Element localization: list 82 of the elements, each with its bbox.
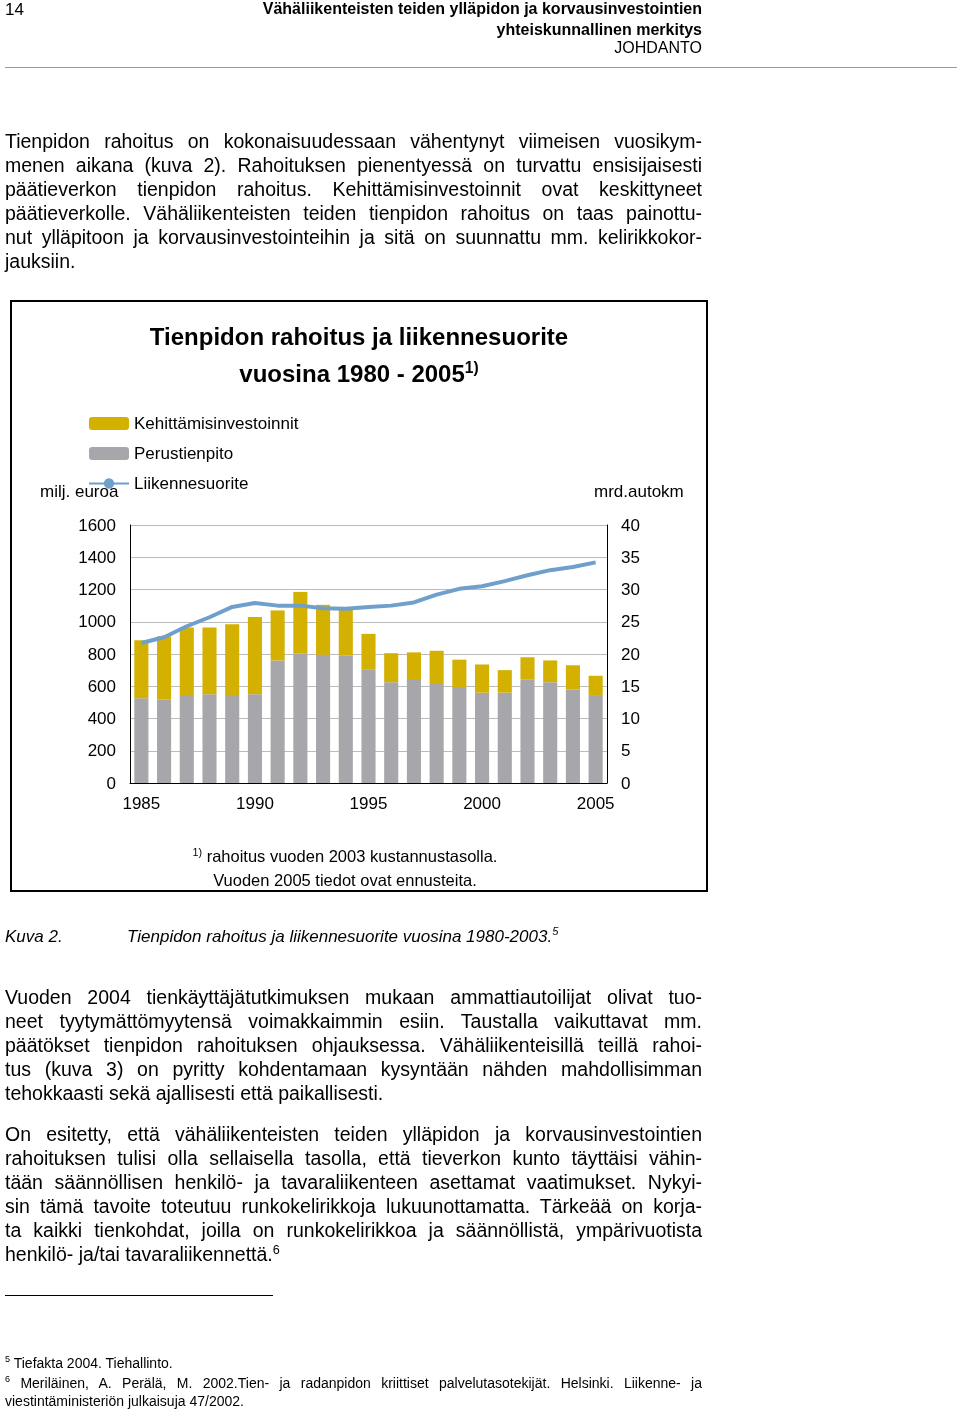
line-series [139, 560, 598, 646]
x-tick-label: 1995 [349, 794, 388, 813]
legend-label: Liikennesuorite [134, 474, 249, 493]
y2-tick-label: 25 [621, 612, 640, 632]
y-tick-label: 200 [87, 741, 116, 761]
text: Vuoden 2004 tienkäyttäjätutkimuksen mukaan ammattiautoilijat olivat tuo- neet tyytymättömyytensä voimakkaimmin esiin. Taustalla vaikuttavat mm. päätökset tienpidon rahoituksen ohjauksessa. Vähäliikenteisillä teillä rahoi- tus (kuva 3) on pyritty kohdentamaan kysyntään nähden mahdollisimman tehokkaasti sekä ajallisesti että paikallisesti. [5, 985, 702, 1105]
bar [316, 654, 331, 783]
y-tick-label: 800 [87, 644, 116, 664]
bar [406, 678, 421, 783]
bar [247, 616, 262, 695]
chart-title: Tienpidon rahoitus ja liikennesuorite vuosina 1980 - 2005$^{1)}$ [148, 322, 570, 389]
bar [565, 689, 580, 783]
y-tick-label: 1000 [78, 612, 116, 632]
bar [588, 695, 603, 783]
y-tick-label: 1200 [78, 580, 116, 599]
text: 14 [5, 0, 24, 20]
bar [338, 655, 353, 783]
y-tick-label: 600 [87, 676, 116, 696]
text: $^{5}$ Tiefakta 2004. Tiehallinto. [5, 1354, 173, 1371]
bar [565, 665, 580, 690]
bar [157, 636, 172, 700]
bar [520, 657, 535, 680]
bar [270, 660, 285, 783]
bar [384, 653, 399, 683]
text: Vähäliikenteisten teiden ylläpidon ja korvausinvestointien yhteiskunnallinen merkitys [262, 0, 702, 40]
bar [384, 682, 399, 783]
text: $^{1)}$ rahoitus vuoden 2003 kustannustasolla. Vuoden 2005 tiedot ovat ennusteita. [191, 844, 499, 891]
text: $^{6}$ Meriläinen, A. Perälä, M. 2002.Tien- ja radanpidon kriittiset palvelutasotekijät. Helsinki. Liikenne- ja viestintäministeriön julkaisuja 47/2002. [5, 1374, 702, 1410]
bar [543, 682, 558, 783]
bar [225, 624, 240, 696]
bar [429, 683, 444, 783]
bar [134, 698, 149, 783]
y2-tick-label: 5 [621, 741, 631, 761]
y2-tick-label: 10 [621, 709, 640, 728]
y2-axis-title: mrd.autokm [594, 482, 684, 502]
bar [361, 633, 376, 670]
y2-tick-label: 20 [621, 644, 640, 664]
y2-tick-label: 15 [621, 676, 640, 696]
bar [429, 650, 444, 684]
bar [179, 695, 194, 783]
x-tick-label: 1990 [236, 794, 274, 813]
bar [247, 694, 262, 783]
bar [497, 670, 512, 693]
y2-tick-label: 40 [621, 515, 640, 535]
bar [202, 694, 217, 783]
bar [452, 659, 467, 688]
bar [157, 699, 172, 783]
bar [497, 692, 512, 783]
y-tick-label: 400 [87, 709, 116, 728]
bar [475, 664, 490, 693]
y-tick-label: 0 [106, 773, 116, 793]
y-axis-title: milj. euroa [40, 482, 119, 502]
text: Tienpidon rahoitus on kokonaisuudessaan vähentynyt viimeisen vuosikym- menen aikana (kuva 2). Rahoituksen pienentyessä on turvattu ensisijaisesti päätieverkon tienpidon rahoitus. Kehittämisinvestoinnit ovat keskittyneet päätieverkolle. Vähäliikenteisten teiden tienpidon rahoitus on taas painottu- nut ylläpitoon ja korvausinvestointeihin ja sitä on suunnattu mm. kelirikkokor- jauksiin. [5, 129, 702, 273]
x-tick-label: 2000 [463, 794, 501, 813]
bar [406, 652, 421, 679]
text: On esitetty, että vähäliikenteisten teiden ylläpidon ja korvausinvestointien rahoituksen tulisi olla sellaisella tasolla, että tieverkon kunto täyttäisi vähin- tään säännöllisen henkilö- ja tavaraliikenteen asettamat vaatimukset. Nykyi- sin tämä tavoite toteutuu runkokelirikkoja lukuunottamatta. Tärkeää on korja- ta kaikki tienkohdat, joilla on runkokelirikkoa ja säännöllistä, ympärivuotista henkilö- ja/tai tavaraliikennettä.$^{6}$ [5, 1122, 702, 1266]
bar [588, 675, 603, 696]
bar [520, 679, 535, 783]
bar [270, 610, 285, 661]
legend-label: Perustienpito [134, 444, 234, 463]
x-tick-label: 2005 [576, 794, 615, 813]
x-tick-label: 1985 [122, 794, 161, 813]
bar [179, 627, 194, 696]
bar [316, 604, 331, 655]
bar [293, 591, 308, 654]
bar [361, 669, 376, 783]
bar [338, 608, 353, 656]
text: Kuva 2. Tienpidon rahoitus ja liikennesuorite vuosina 1980-2003.$^{5}$ [5, 925, 559, 946]
y2-tick-label: 35 [621, 547, 640, 567]
bar [543, 660, 558, 683]
bar [202, 627, 217, 695]
legend-label: Kehittämisinvestoinnit [134, 414, 299, 433]
bar [225, 695, 240, 783]
y-tick-label: 1400 [78, 547, 116, 567]
y2-tick-label: 0 [621, 773, 631, 793]
y-tick-label: 1600 [78, 515, 116, 535]
bar [293, 653, 308, 783]
text: JOHDANTO [614, 39, 702, 57]
bar [452, 687, 467, 783]
y2-tick-label: 30 [621, 580, 640, 599]
bar [475, 692, 490, 783]
bar [134, 640, 149, 699]
